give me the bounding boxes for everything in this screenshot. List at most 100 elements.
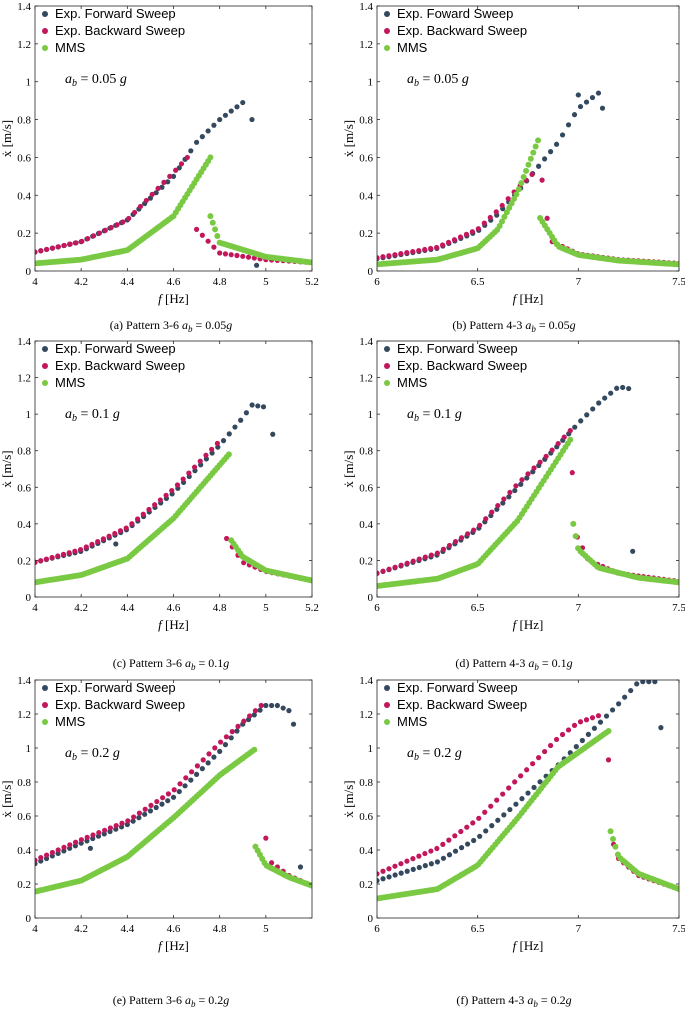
y-tick-label: 1.2 bbox=[17, 709, 31, 721]
point bbox=[223, 734, 230, 740]
point bbox=[43, 556, 50, 562]
legend-marker bbox=[384, 380, 390, 386]
point bbox=[493, 209, 499, 215]
point bbox=[529, 171, 535, 178]
point bbox=[123, 525, 129, 531]
point bbox=[445, 239, 452, 245]
point bbox=[131, 814, 137, 820]
y-tick-label: 0 bbox=[26, 592, 32, 604]
y-tick-label: 0 bbox=[26, 913, 32, 925]
point bbox=[245, 254, 252, 260]
point bbox=[536, 163, 542, 169]
legend-entry: MMS bbox=[397, 375, 428, 390]
point bbox=[640, 680, 646, 685]
point bbox=[106, 533, 112, 539]
point bbox=[520, 174, 527, 181]
point bbox=[136, 815, 142, 821]
point bbox=[83, 544, 89, 550]
x-tick-label: 6 bbox=[374, 923, 380, 935]
point bbox=[153, 804, 159, 811]
point bbox=[446, 542, 453, 549]
point bbox=[542, 156, 548, 162]
point bbox=[542, 748, 548, 755]
data-layer bbox=[377, 384, 679, 590]
point bbox=[543, 453, 549, 459]
point bbox=[410, 856, 416, 862]
point bbox=[380, 868, 386, 874]
legend: Exp. Foward Sweep Exp. Backward Sweep MMS bbox=[384, 6, 527, 55]
figure-caption: (b) Pattern 4-3 ab = 0.05g bbox=[452, 318, 575, 334]
data-layer bbox=[35, 402, 312, 586]
x-axis-label: f [Hz] bbox=[513, 291, 544, 306]
point bbox=[465, 531, 471, 537]
point bbox=[440, 855, 447, 861]
point bbox=[222, 112, 229, 118]
point bbox=[547, 742, 554, 749]
point bbox=[463, 231, 470, 237]
legend-marker bbox=[384, 45, 390, 51]
point bbox=[616, 701, 622, 707]
data-layer bbox=[35, 99, 312, 268]
point bbox=[471, 527, 477, 533]
point bbox=[240, 99, 246, 106]
point bbox=[428, 552, 434, 558]
point bbox=[234, 252, 240, 259]
point bbox=[35, 249, 38, 255]
x-tick-label: 7.5 bbox=[672, 602, 685, 614]
point bbox=[211, 244, 217, 250]
y-tick-label: 0.6 bbox=[17, 482, 31, 494]
y-tick-label: 1 bbox=[26, 409, 32, 421]
point bbox=[607, 828, 614, 835]
point bbox=[67, 842, 73, 848]
point bbox=[142, 806, 148, 812]
point bbox=[440, 841, 446, 847]
point bbox=[501, 213, 508, 220]
axes-frame bbox=[376, 679, 680, 919]
point bbox=[218, 739, 224, 745]
point bbox=[203, 452, 209, 458]
point bbox=[392, 252, 398, 258]
point bbox=[471, 837, 477, 844]
plot-area bbox=[35, 6, 312, 271]
point bbox=[676, 886, 679, 893]
x-tick-label: 5.2 bbox=[305, 602, 319, 614]
point bbox=[508, 200, 515, 207]
y-tick-label: 1.4 bbox=[17, 675, 31, 687]
point bbox=[249, 402, 255, 408]
point bbox=[147, 808, 154, 814]
point bbox=[377, 570, 380, 576]
point bbox=[603, 713, 610, 719]
point bbox=[255, 403, 261, 409]
y-tick-label: 0.2 bbox=[17, 879, 31, 891]
chart-panel-b: 6 6.5 7 7.5 0 0.2 0.4 0.6 0.8 1 1.2 1.4 f [Hz] ẋ [m/s… bbox=[341, 1, 685, 334]
point bbox=[488, 803, 494, 809]
point bbox=[652, 680, 658, 685]
point bbox=[416, 853, 422, 859]
point bbox=[544, 215, 550, 221]
point bbox=[571, 722, 578, 728]
point bbox=[67, 241, 73, 247]
point bbox=[226, 431, 232, 437]
point bbox=[512, 487, 518, 494]
y-tick-label: 1.2 bbox=[17, 39, 31, 51]
point bbox=[559, 132, 566, 138]
y-axis-label: ẋ [m/s] bbox=[0, 450, 14, 487]
point bbox=[73, 839, 79, 845]
point bbox=[524, 767, 530, 773]
y-axis-label: ẋ [m/s] bbox=[0, 780, 14, 817]
x-tick-label: 6.5 bbox=[471, 602, 485, 614]
point bbox=[89, 541, 95, 547]
x-tick-label: 4.8 bbox=[213, 923, 227, 935]
point bbox=[626, 385, 632, 392]
point bbox=[309, 259, 312, 266]
legend-marker bbox=[384, 702, 390, 708]
point bbox=[211, 122, 217, 128]
point bbox=[501, 812, 507, 818]
point bbox=[199, 134, 205, 140]
point bbox=[207, 154, 214, 161]
y-tick-label: 0.8 bbox=[359, 446, 373, 458]
point bbox=[113, 823, 119, 829]
point bbox=[149, 191, 155, 198]
point bbox=[228, 108, 234, 114]
y-tick-label: 0 bbox=[26, 266, 32, 278]
